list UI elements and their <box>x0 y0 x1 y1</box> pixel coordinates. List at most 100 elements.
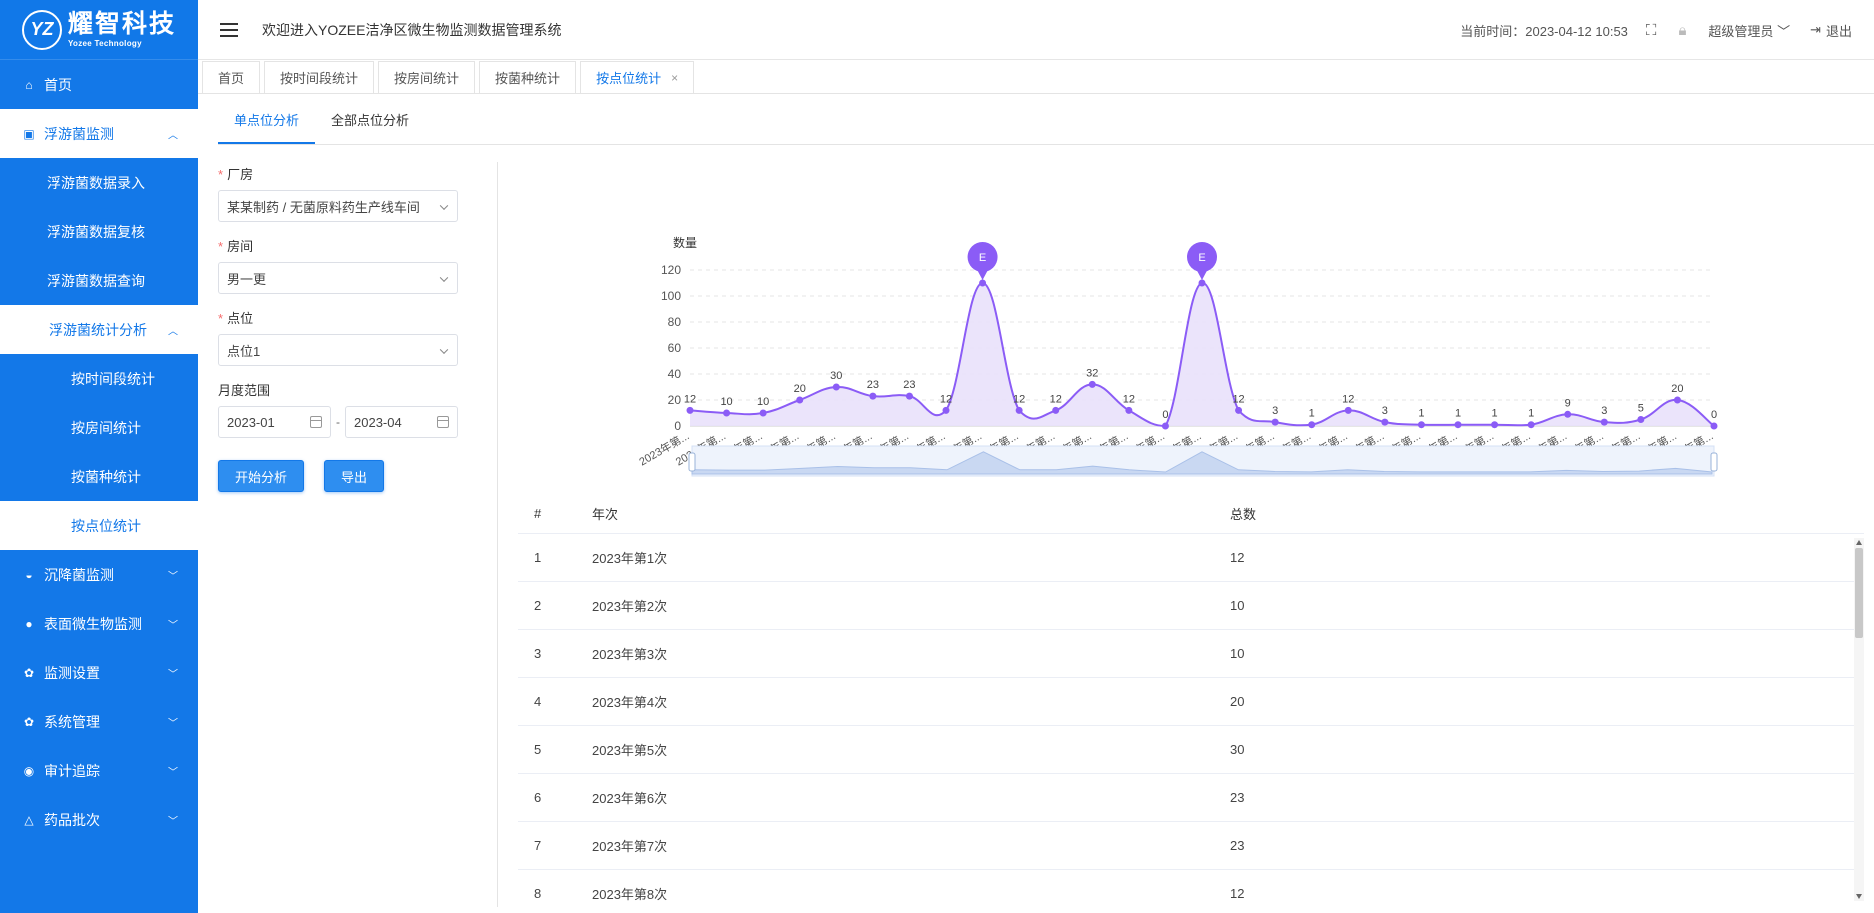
chevron-down-icon <box>439 201 449 210</box>
start-analysis-button[interactable]: 开始分析 <box>218 460 305 492</box>
export-button[interactable]: 导出 <box>324 460 385 492</box>
data-label: 1 <box>1528 408 1534 420</box>
close-icon[interactable]: × <box>671 70 679 85</box>
data-label: 10 <box>720 396 732 408</box>
table-header: # 年次 总数 <box>518 494 1864 534</box>
sidebar-item-home[interactable]: ⌂ 首页 <box>0 60 198 109</box>
logo: YZ 耀智科技 Yozee Technology <box>0 0 198 60</box>
row-total: 10 <box>1230 598 1245 613</box>
data-point <box>942 406 950 414</box>
chevron-up-icon: ︿ <box>168 130 178 141</box>
flask-icon: △ <box>24 812 34 827</box>
table-scrollbar[interactable] <box>1854 538 1864 901</box>
circle-icon: ● <box>25 616 33 631</box>
point-select[interactable]: 点位1 <box>218 334 458 366</box>
data-point <box>1198 279 1206 287</box>
sidebar-item-plankton-review[interactable]: 浮游菌数据复核 <box>0 207 198 256</box>
filter-form: * 厂房 某某制药 / 无菌原料药生产线车间 * 房间 男一更 * 点位 点位1 月度… <box>218 158 458 492</box>
row-total: 23 <box>1230 838 1245 853</box>
row-period: 2023年第1次 <box>592 551 668 566</box>
row-index: 3 <box>534 646 542 661</box>
calendar-icon <box>437 416 449 428</box>
month-start-input[interactable]: 2023-01 <box>218 406 331 438</box>
sidebar-item-plankton[interactable]: ▣ 浮游菌监测 ︿ <box>0 109 198 158</box>
data-point <box>1710 422 1718 430</box>
menu-icon[interactable] <box>220 22 238 37</box>
col-period: 年次 <box>592 507 619 522</box>
data-point <box>1637 416 1645 423</box>
row-period: 2023年第6次 <box>592 791 668 806</box>
sidebar-item-label: 药品批次 <box>44 811 100 828</box>
sidebar-item-stat-time[interactable]: 按时间段统计 <box>0 354 198 403</box>
tab-single-point[interactable]: 单点位分析 <box>218 104 316 144</box>
logo-name-cn: 耀智科技 <box>67 9 176 38</box>
lock-icon[interactable]: 🔒︎ <box>1678 21 1687 39</box>
data-label: 12 <box>1342 393 1354 405</box>
row-period: 2023年第8次 <box>592 887 668 902</box>
data-point <box>759 409 767 417</box>
tab-stat-room[interactable]: 按房间统计 <box>378 61 476 93</box>
sidebar-item-system[interactable]: ✿ 系统管理 ﹀ <box>0 697 198 746</box>
logo-mark: YZ <box>21 9 62 50</box>
month-range-label: 月度范围 <box>218 383 271 398</box>
chevron-down-icon: ﹀ <box>168 571 178 582</box>
y-tick-label: 0 <box>674 419 681 433</box>
cog-icon: ✿ <box>23 714 35 729</box>
row-total: 20 <box>1230 694 1245 709</box>
data-label: 23 <box>903 379 915 391</box>
zoom-handle-right <box>1710 452 1718 472</box>
sidebar-item-stat-room[interactable]: 按房间统计 <box>0 403 198 452</box>
fullscreen-icon[interactable]: ⛶ <box>1645 21 1657 39</box>
calendar-icon <box>310 416 322 428</box>
data-point <box>1308 421 1316 429</box>
table-row: 6 2023年第6次 23 <box>518 774 1864 822</box>
row-index: 2 <box>534 598 542 613</box>
user-menu[interactable]: 超级管理员 ﹀ <box>1708 21 1790 40</box>
scroll-thumb[interactable] <box>1855 548 1863 638</box>
row-index: 1 <box>534 550 542 565</box>
sidebar-item-surface[interactable]: ● 表面微生物监测 ﹀ <box>0 599 198 648</box>
logout-button[interactable]: ⇥ 退出 <box>1810 21 1852 40</box>
data-point <box>1381 418 1389 426</box>
tab-all-points[interactable]: 全部点位分析 <box>331 113 410 128</box>
sidebar-item-plankton-query[interactable]: 浮游菌数据查询 <box>0 256 198 305</box>
data-point <box>1052 406 1060 414</box>
home-icon: ⌂ <box>25 77 33 92</box>
gear-icon: ✿ <box>23 665 35 680</box>
sidebar-item-stat-point[interactable]: 按点位统计 <box>0 501 198 550</box>
data-point <box>1673 396 1681 404</box>
welcome-text: 欢迎进入YOZEE洁净区微生物监测数据管理系统 <box>262 21 562 38</box>
sidebar-item-label: 按房间统计 <box>71 419 141 436</box>
row-total: 23 <box>1230 790 1245 805</box>
sidebar-item-plankton-stats[interactable]: 浮游菌统计分析 ︿ <box>0 305 198 354</box>
tab-stat-species[interactable]: 按菌种统计 <box>479 61 577 93</box>
sidebar-item-monitor-settings[interactable]: ✿ 监测设置 ﹀ <box>0 648 198 697</box>
room-label: * 房间 <box>218 239 254 254</box>
data-label: 0 <box>1162 409 1168 421</box>
analysis-subtabs: 单点位分析 全部点位分析 <box>218 104 425 144</box>
scroll-down-icon[interactable] <box>1856 894 1862 899</box>
data-point <box>1344 406 1352 414</box>
tab-stat-time[interactable]: 按时间段统计 <box>264 61 375 93</box>
sidebar-item-label: 首页 <box>44 76 72 93</box>
sidebar-item-plankton-entry[interactable]: 浮游菌数据录入 <box>0 158 198 207</box>
sidebar-item-stat-species[interactable]: 按菌种统计 <box>0 452 198 501</box>
marker-label: E <box>1198 252 1205 264</box>
sidebar: YZ 耀智科技 Yozee Technology ⌂ 首页 ▣ 浮游菌监测 ︿ … <box>0 0 198 913</box>
sidebar-item-settle[interactable]: ◒ 沉降菌监测 ﹀ <box>0 550 198 599</box>
sidebar-item-label: 浮游菌数据录入 <box>47 174 145 191</box>
row-period: 2023年第2次 <box>592 599 668 614</box>
tab-stat-point[interactable]: 按点位统计 × <box>580 61 695 93</box>
table-row: 3 2023年第3次 10 <box>518 630 1864 678</box>
sidebar-item-audit[interactable]: ◉ 审计追踪 ﹀ <box>0 746 198 795</box>
room-select[interactable]: 男一更 <box>218 262 458 294</box>
row-index: 6 <box>534 790 542 805</box>
sidebar-item-drug-batch[interactable]: △ 药品批次 ﹀ <box>0 795 198 844</box>
row-total: 12 <box>1230 886 1245 901</box>
scroll-up-icon[interactable] <box>1856 540 1862 545</box>
row-total: 30 <box>1230 742 1245 757</box>
tab-home[interactable]: 首页 <box>202 61 261 93</box>
data-label: 9 <box>1565 397 1571 409</box>
plant-select[interactable]: 某某制药 / 无菌原料药生产线车间 <box>218 190 458 222</box>
month-end-input[interactable]: 2023-04 <box>345 406 458 438</box>
